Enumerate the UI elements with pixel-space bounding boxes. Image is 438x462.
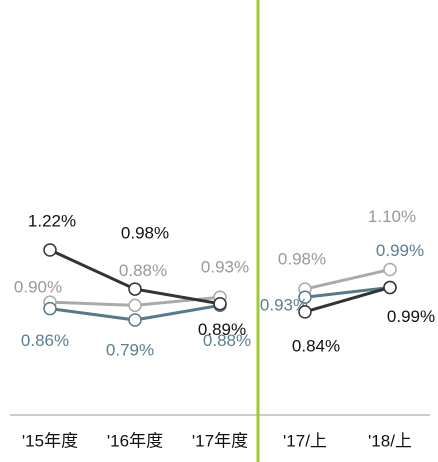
data-label: 0.88% xyxy=(119,261,167,280)
x-tick-label: '18/上 xyxy=(368,431,412,450)
marker xyxy=(43,243,57,257)
data-label: 0.99% xyxy=(376,241,424,260)
marker xyxy=(383,262,397,277)
data-label: 0.93% xyxy=(201,258,249,277)
data-label: 1.10% xyxy=(368,207,416,226)
x-tick-label: '16年度 xyxy=(107,431,163,450)
marker xyxy=(128,298,142,313)
marker xyxy=(298,290,312,304)
data-label: 0.90% xyxy=(14,278,62,297)
line xyxy=(304,285,391,299)
marker xyxy=(383,280,397,295)
data-label: 0.86% xyxy=(21,331,69,350)
line xyxy=(304,286,391,314)
x-tick-label: '17年度 xyxy=(192,431,248,450)
data-label: 0.93% xyxy=(260,296,308,315)
marker xyxy=(128,282,142,296)
x-tick-label: '17/上 xyxy=(283,431,327,450)
marker xyxy=(43,301,57,316)
data-label: 0.88% xyxy=(203,331,251,350)
data-label: 1.22% xyxy=(28,211,76,230)
data-label: 0.99% xyxy=(387,307,435,326)
data-label: 0.98% xyxy=(278,250,326,269)
line xyxy=(304,268,391,291)
data-label: 0.98% xyxy=(121,224,169,243)
data-label: 0.89% xyxy=(198,320,246,339)
marker xyxy=(213,296,227,311)
data-label: 0.79% xyxy=(106,340,154,359)
x-tick-label: '15年度 xyxy=(22,431,78,450)
marker xyxy=(128,313,142,327)
marker xyxy=(298,305,312,319)
data-label: 0.84% xyxy=(292,336,340,355)
